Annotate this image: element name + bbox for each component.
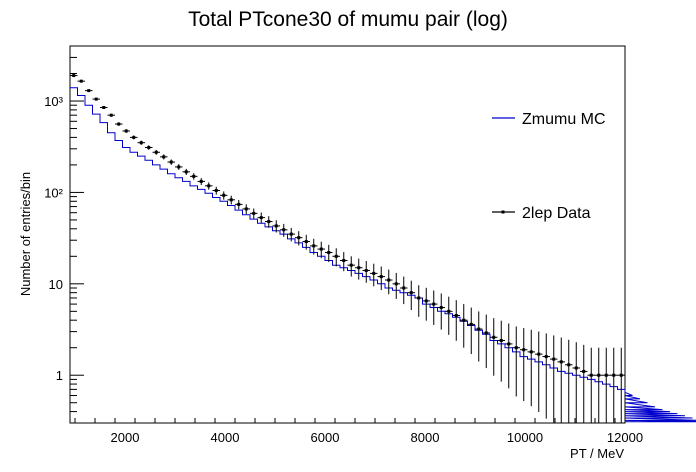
data-point <box>537 352 541 356</box>
data-point <box>559 360 563 364</box>
data-point <box>364 268 368 272</box>
data-point <box>492 335 496 339</box>
data-point <box>162 155 166 159</box>
data-point <box>454 314 458 318</box>
y-tick-label: 10 <box>49 277 63 292</box>
legend-data-label: 2lep Data <box>522 205 591 222</box>
data-point <box>574 366 578 370</box>
data-point <box>184 170 188 174</box>
data-point <box>102 105 106 109</box>
x-tick-label: 4000 <box>211 430 240 445</box>
data-point <box>499 338 503 342</box>
data-point <box>214 188 218 192</box>
legend-data-marker <box>501 210 505 214</box>
data-point <box>612 373 616 377</box>
data-point <box>477 327 481 331</box>
data-point <box>424 299 428 303</box>
y-tick-label: 10² <box>44 185 63 200</box>
data-point <box>619 373 623 377</box>
x-axis-label: PT / MeV <box>570 446 624 461</box>
data-point <box>207 184 211 188</box>
data-point <box>222 193 226 197</box>
data-point <box>522 348 526 352</box>
data-point <box>387 278 391 282</box>
data-point <box>94 97 98 101</box>
data-point <box>589 373 593 377</box>
data-point <box>154 150 158 154</box>
legend-mc-label: Zmumu MC <box>522 111 606 128</box>
data-point <box>192 174 196 178</box>
data-point <box>604 373 608 377</box>
data-point <box>327 251 331 255</box>
data-point <box>552 357 556 361</box>
x-tick-label: 2000 <box>111 430 140 445</box>
data-point <box>319 247 323 251</box>
data-point <box>484 331 488 335</box>
x-tick-label: 10000 <box>507 430 543 445</box>
data-point <box>72 74 76 78</box>
data-point <box>357 266 361 270</box>
data-point <box>582 369 586 373</box>
data-point <box>132 135 136 139</box>
y-tick-label: 1 <box>56 368 63 383</box>
data-point <box>297 236 301 240</box>
data-point <box>342 258 346 262</box>
data-point <box>349 263 353 267</box>
data-point <box>432 302 436 306</box>
data-point <box>439 306 443 310</box>
data-point <box>312 244 316 248</box>
data-point <box>469 322 473 326</box>
x-tick-label: 6000 <box>311 430 340 445</box>
data-point <box>282 228 286 232</box>
legend: Zmumu MC 2lep Data <box>492 111 606 222</box>
data-point <box>252 211 256 215</box>
data-point <box>139 141 143 145</box>
data-point <box>259 216 263 220</box>
data-point <box>597 373 601 377</box>
data-point <box>237 202 241 206</box>
data-point <box>244 207 248 211</box>
data-point <box>544 355 548 359</box>
data-point <box>529 350 533 354</box>
data-point <box>109 113 113 117</box>
data-point <box>447 309 451 313</box>
data-point <box>417 296 421 300</box>
data-point <box>79 79 83 83</box>
data-point <box>372 271 376 275</box>
data-point <box>462 318 466 322</box>
data-point <box>289 232 293 236</box>
data-point <box>147 146 151 150</box>
plot-frame <box>69 45 626 424</box>
data-point <box>199 179 203 183</box>
data-point <box>394 282 398 286</box>
data-point <box>567 363 571 367</box>
data-point <box>117 122 121 126</box>
x-tick-label: 8000 <box>411 430 440 445</box>
x-tick-label: 12000 <box>607 430 643 445</box>
chart-title: Total PTcone30 of mumu pair (log) <box>188 8 508 31</box>
series-layer <box>70 74 696 423</box>
data-point <box>124 129 128 133</box>
ticks-layer: 2000 4000 6000 8000 10000 12000 1 10 10² 10³ <box>44 45 643 445</box>
y-tick-label: 10³ <box>44 94 63 109</box>
mc-histogram <box>70 87 696 423</box>
data-point <box>229 198 233 202</box>
data-point <box>334 254 338 258</box>
data-point <box>177 165 181 169</box>
data-point <box>304 240 308 244</box>
data-point <box>507 342 511 346</box>
y-axis-label: Number of entries/bin <box>18 172 33 296</box>
data-point <box>87 89 91 93</box>
data-point <box>379 275 383 279</box>
data-point <box>409 291 413 295</box>
data-point <box>514 346 518 350</box>
data-point <box>274 224 278 228</box>
data-point <box>267 220 271 224</box>
data-point <box>169 160 173 164</box>
data-point <box>402 286 406 290</box>
